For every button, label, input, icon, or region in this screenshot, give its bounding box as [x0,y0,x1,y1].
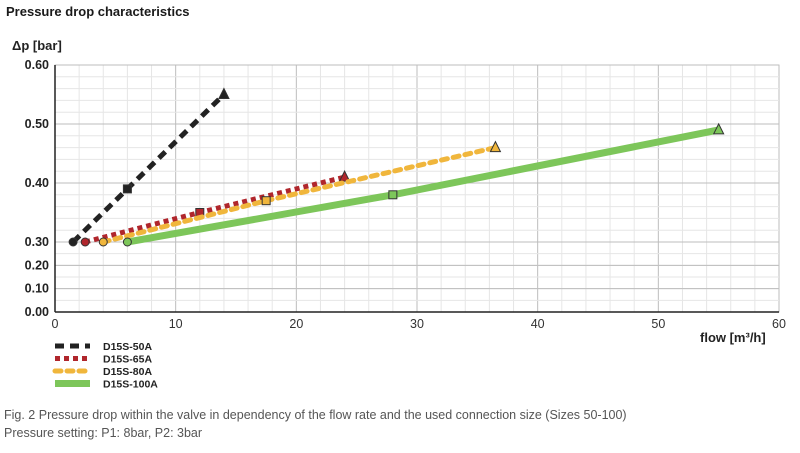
legend-label: D15S-100A [103,379,158,391]
legend-label: D15S-80A [103,366,152,378]
series-layer [68,87,725,247]
series-point-start [98,237,108,247]
x-tick-label: 60 [772,317,786,331]
pressure-drop-chart: 0.00 0.10 0.20 0.30 0.40 0.50 0.60 0 10 20 30 40 50 6… [12,38,786,391]
y-axis-label: Δp [bar] [12,38,62,53]
series-point-start [80,237,90,247]
y-tick-label: 0.40 [25,176,49,190]
figure-caption: Fig. 2 Pressure drop within the valve in… [4,406,627,442]
series-point-start [68,237,78,247]
x-tick-label: 10 [169,317,183,331]
y-tick-label: 0.20 [25,258,49,272]
series-point-end [712,122,725,135]
x-tick-label: 0 [52,317,59,331]
page-title: Pressure drop characteristics [6,4,190,19]
series-point-mid [122,184,132,194]
y-tick-label: 0.00 [25,305,49,319]
legend-label: D15S-50A [103,341,152,353]
series-point-end [218,87,230,99]
caption-line-2: Pressure setting: P1: 8bar, P2: 3bar [4,426,203,440]
series-point-mid [261,196,271,206]
y-tick-label: 0.10 [25,282,49,296]
legend-label: D15S-65A [103,354,152,366]
series-point-start [122,237,132,247]
series-point-end [338,169,351,182]
y-tick-label: 0.60 [25,58,49,72]
y-tick-label: 0.50 [25,117,49,131]
series-point-end [489,140,502,153]
x-tick-label: 30 [410,317,424,331]
x-tick-label: 20 [289,317,303,331]
caption-line-1: Fig. 2 Pressure drop within the valve in… [4,408,627,422]
x-tick-label: 40 [531,317,545,331]
y-tick-label: 0.30 [25,235,49,249]
x-axis-label: flow [m³/h] [700,330,766,345]
series-point-mid [388,190,398,200]
x-tick-label: 50 [651,317,665,331]
chart-svg: 0.00 0.10 0.20 0.30 0.40 0.50 0.60 0 10 20 30 40 50 6… [12,38,786,391]
axes: 0.00 0.10 0.20 0.30 0.40 0.50 0.60 0 10 20 30 40 50 6… [25,58,786,331]
